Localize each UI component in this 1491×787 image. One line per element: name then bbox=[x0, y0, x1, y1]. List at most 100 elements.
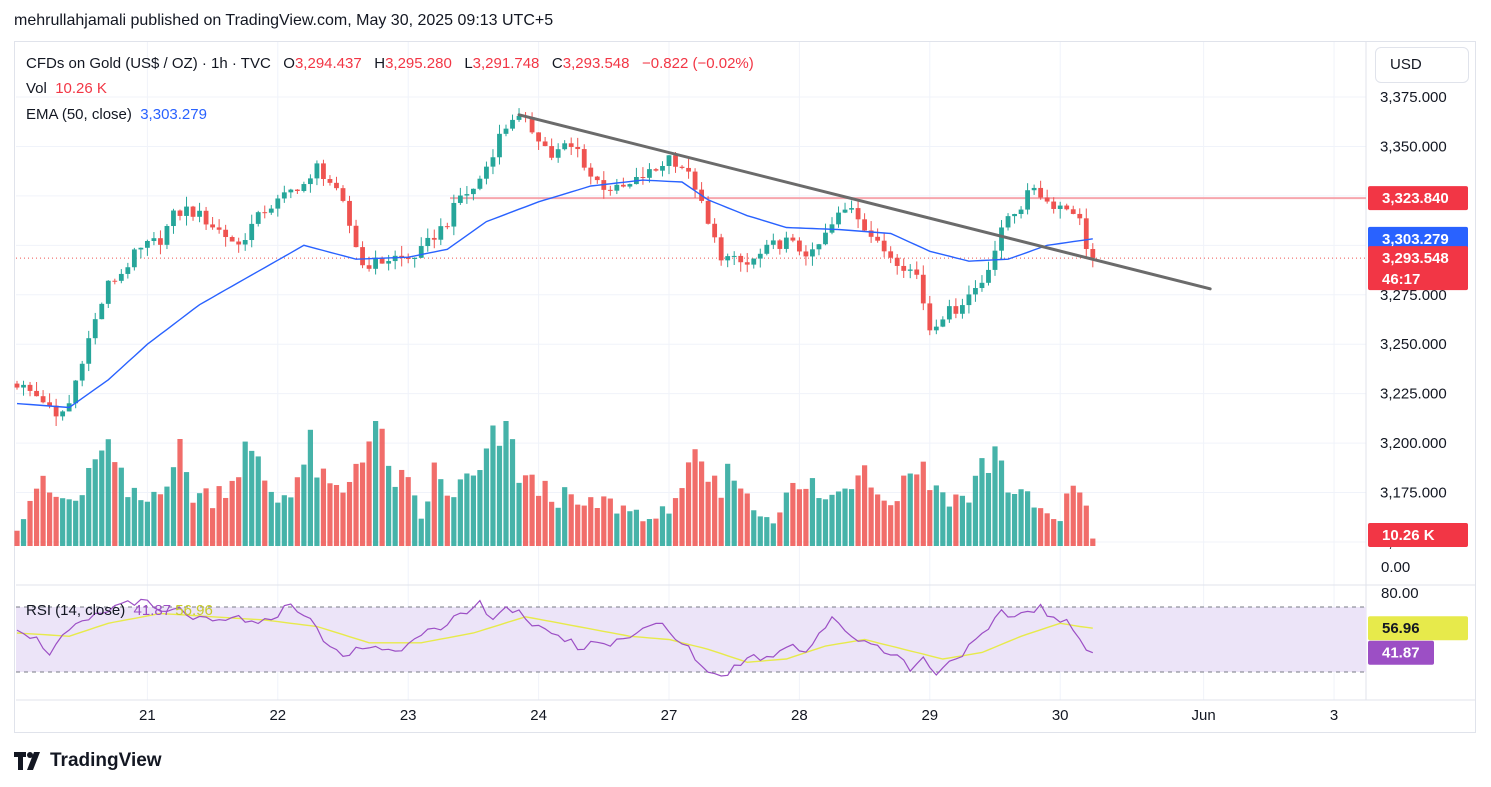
candle-body bbox=[777, 240, 783, 249]
rsi-ma-badge-bg bbox=[1368, 616, 1468, 641]
candle-body bbox=[536, 132, 541, 142]
tradingview-footer[interactable]: TradingView bbox=[14, 750, 162, 772]
volume-bar bbox=[249, 450, 255, 546]
candle-body bbox=[979, 282, 985, 289]
candle-body bbox=[725, 256, 731, 261]
volume-bar bbox=[1077, 492, 1083, 546]
time-tick-label: 27 bbox=[661, 707, 678, 724]
volume-bar bbox=[568, 494, 574, 546]
volume-bar bbox=[327, 483, 333, 546]
volume-bar bbox=[333, 484, 340, 546]
ema-line bbox=[16, 179, 1093, 409]
candle-body bbox=[783, 237, 789, 249]
volume-bar bbox=[268, 491, 274, 546]
candle-body bbox=[294, 189, 300, 191]
volume-bar bbox=[783, 492, 789, 546]
ema-label[interactable]: EMA (50, close) bbox=[26, 106, 132, 123]
candle-body bbox=[379, 257, 385, 264]
volume-bar bbox=[503, 421, 509, 546]
candle-body bbox=[451, 202, 457, 227]
volume-bar bbox=[542, 480, 548, 546]
volume-bar bbox=[646, 519, 653, 546]
volume-bar bbox=[744, 493, 750, 546]
volume-bar bbox=[60, 498, 66, 546]
candle-body bbox=[764, 244, 770, 254]
volume-bar bbox=[855, 475, 861, 546]
candle-body bbox=[647, 169, 652, 178]
volume-bar bbox=[620, 505, 626, 546]
candle-body bbox=[836, 212, 841, 225]
volume-bar bbox=[118, 467, 124, 546]
candle-body bbox=[660, 166, 665, 171]
volume-bar bbox=[946, 506, 952, 546]
volume-bar bbox=[170, 467, 177, 546]
volume-bar bbox=[549, 501, 555, 546]
ema-price-badge-bg bbox=[1368, 226, 1468, 251]
volume-bar bbox=[562, 487, 568, 546]
volume-bar bbox=[92, 459, 98, 546]
volume-bar bbox=[764, 517, 770, 546]
volume-bar bbox=[848, 489, 855, 546]
volume-bar bbox=[1057, 521, 1063, 546]
candle-body bbox=[34, 390, 39, 397]
candle-body bbox=[86, 338, 92, 364]
candle-body bbox=[255, 212, 261, 224]
change-value: −0.822 (−0.02%) bbox=[642, 55, 754, 72]
volume-bar bbox=[242, 441, 248, 546]
chart-frame bbox=[14, 41, 1476, 733]
volume-bar bbox=[157, 494, 164, 546]
volume-bar bbox=[144, 501, 150, 546]
candle-body bbox=[1018, 209, 1024, 214]
volume-bar bbox=[829, 494, 835, 546]
candle-body bbox=[60, 411, 66, 417]
volume-bar bbox=[842, 488, 848, 546]
symbol-label[interactable]: CFDs on Gold (US$ / OZ) · 1h · TVC bbox=[26, 55, 271, 72]
price-tick-label: 3,350.000 bbox=[1380, 138, 1447, 155]
candle-body bbox=[249, 223, 255, 241]
volume-bar bbox=[359, 462, 366, 546]
volume-bar bbox=[73, 500, 79, 546]
volume-bar bbox=[438, 479, 444, 546]
candle-body bbox=[797, 240, 802, 252]
candle-body bbox=[21, 384, 26, 388]
candle-body bbox=[405, 257, 411, 260]
volume-bar bbox=[666, 513, 672, 546]
currency-button[interactable]: USD bbox=[1375, 47, 1469, 83]
time-tick-label: 3 bbox=[1330, 707, 1338, 724]
volume-bar bbox=[66, 499, 72, 546]
volume-bar bbox=[392, 486, 398, 546]
volume-bar bbox=[803, 488, 809, 546]
candle-body bbox=[229, 237, 235, 242]
volume-bar bbox=[536, 495, 542, 546]
trendline bbox=[517, 113, 1212, 291]
rsi-label[interactable]: RSI (14, close) bbox=[26, 602, 126, 619]
candle-body bbox=[158, 238, 163, 245]
volume-bar bbox=[307, 429, 313, 546]
volume-bar bbox=[633, 509, 639, 546]
candle-body bbox=[366, 265, 372, 269]
volume-bar bbox=[444, 495, 450, 546]
candle-body bbox=[770, 240, 776, 245]
volume-label[interactable]: Vol bbox=[26, 80, 47, 97]
volume-bar bbox=[659, 506, 666, 546]
candlesticks bbox=[14, 108, 1096, 427]
candle-body bbox=[164, 226, 170, 245]
level-price-badge-text: 3,323.840 bbox=[1382, 190, 1449, 207]
candle-body bbox=[360, 247, 365, 266]
time-tick-label: 23 bbox=[400, 707, 417, 724]
volume-bar bbox=[196, 493, 203, 546]
candle-body bbox=[40, 396, 46, 403]
candle-body bbox=[431, 237, 437, 240]
candle-body bbox=[125, 267, 131, 274]
volume-bar bbox=[594, 508, 600, 546]
volume-bar bbox=[301, 464, 307, 546]
candle-body bbox=[347, 200, 352, 226]
volume-bar bbox=[529, 474, 535, 546]
candle-body bbox=[131, 249, 137, 268]
candle-body bbox=[868, 230, 874, 237]
candle-body bbox=[373, 257, 378, 269]
candle-body bbox=[145, 240, 150, 248]
volume-bar bbox=[177, 439, 183, 546]
candle-body bbox=[1025, 190, 1030, 210]
